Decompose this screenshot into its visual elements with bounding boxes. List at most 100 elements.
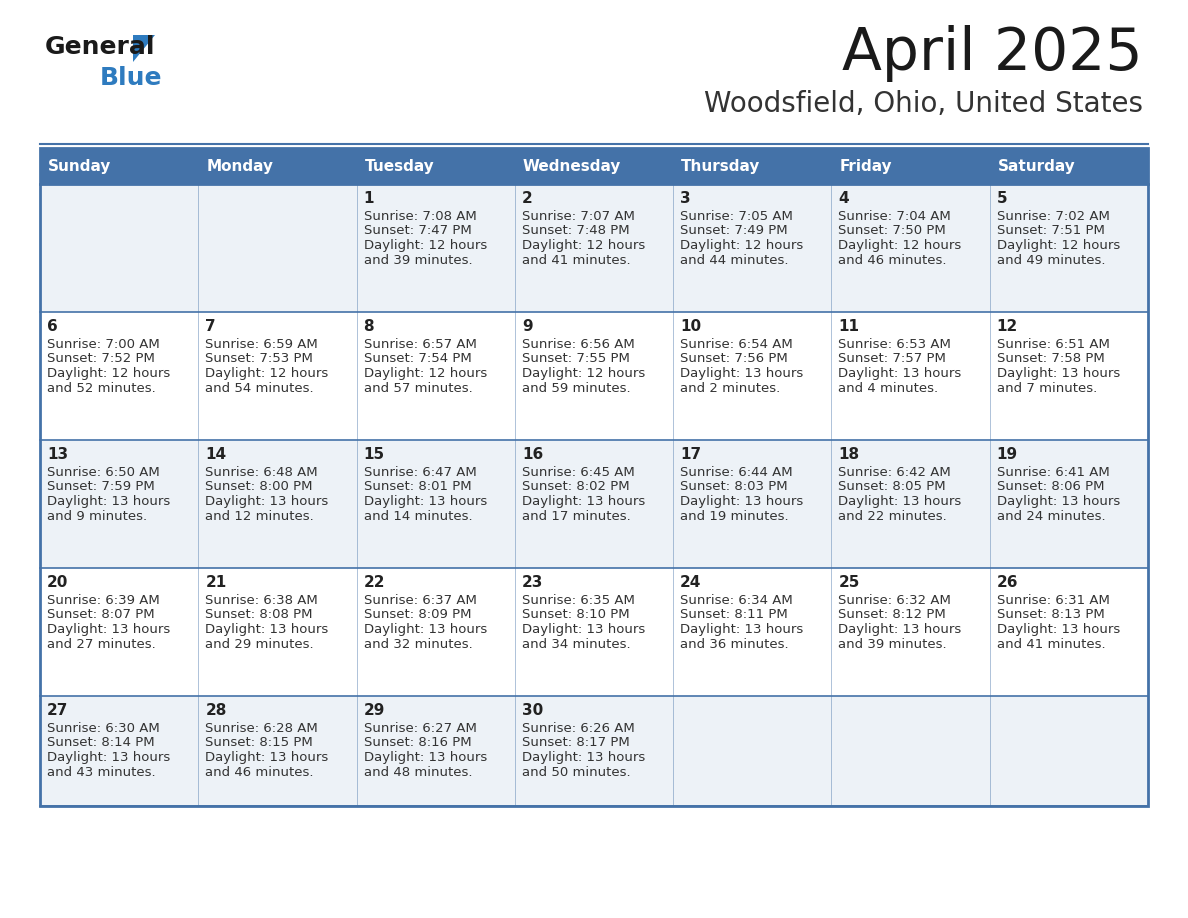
Bar [674, 312, 832, 440]
Text: 25: 25 [839, 575, 860, 590]
Text: and 34 minutes.: and 34 minutes. [522, 637, 631, 651]
Text: Daylight: 12 hours: Daylight: 12 hours [522, 367, 645, 380]
Bar [832, 440, 990, 568]
Text: and 4 minutes.: and 4 minutes. [839, 382, 939, 395]
Bar [198, 568, 356, 696]
Text: Sunrise: 6:59 AM: Sunrise: 6:59 AM [206, 338, 318, 351]
Bar [40, 312, 198, 440]
Text: 29: 29 [364, 703, 385, 718]
Text: Daylight: 13 hours: Daylight: 13 hours [522, 495, 645, 508]
Text: Sunrise: 6:35 AM: Sunrise: 6:35 AM [522, 594, 634, 607]
Text: Daylight: 13 hours: Daylight: 13 hours [839, 495, 961, 508]
Text: Daylight: 13 hours: Daylight: 13 hours [364, 623, 487, 636]
Bar [356, 696, 514, 806]
Text: Daylight: 12 hours: Daylight: 12 hours [681, 239, 803, 252]
Bar [832, 184, 990, 312]
Text: Sunrise: 6:26 AM: Sunrise: 6:26 AM [522, 722, 634, 735]
Bar [832, 696, 990, 806]
Text: and 44 minutes.: and 44 minutes. [681, 253, 789, 266]
Text: 12: 12 [997, 319, 1018, 334]
Text: 27: 27 [48, 703, 69, 718]
Bar [40, 148, 1148, 806]
Text: Sunrise: 6:53 AM: Sunrise: 6:53 AM [839, 338, 952, 351]
Text: Daylight: 13 hours: Daylight: 13 hours [839, 367, 961, 380]
Bar [514, 184, 674, 312]
Text: Sunrise: 7:02 AM: Sunrise: 7:02 AM [997, 210, 1110, 223]
Text: and 24 minutes.: and 24 minutes. [997, 509, 1105, 522]
Text: Sunrise: 6:54 AM: Sunrise: 6:54 AM [681, 338, 792, 351]
Text: 20: 20 [48, 575, 69, 590]
Text: and 46 minutes.: and 46 minutes. [839, 253, 947, 266]
Text: and 14 minutes.: and 14 minutes. [364, 509, 472, 522]
Text: and 22 minutes.: and 22 minutes. [839, 509, 947, 522]
Text: Sunrise: 6:45 AM: Sunrise: 6:45 AM [522, 466, 634, 479]
Text: Sunset: 7:54 PM: Sunset: 7:54 PM [364, 353, 472, 365]
Text: Thursday: Thursday [681, 159, 760, 174]
Bar [198, 696, 356, 806]
Text: Sunrise: 6:47 AM: Sunrise: 6:47 AM [364, 466, 476, 479]
Bar [356, 312, 514, 440]
Text: Daylight: 13 hours: Daylight: 13 hours [681, 623, 803, 636]
Bar [40, 568, 198, 696]
Text: Sunrise: 7:07 AM: Sunrise: 7:07 AM [522, 210, 634, 223]
Text: 9: 9 [522, 319, 532, 334]
Text: 16: 16 [522, 447, 543, 462]
Text: 13: 13 [48, 447, 68, 462]
Text: and 27 minutes.: and 27 minutes. [48, 637, 156, 651]
Text: and 43 minutes.: and 43 minutes. [48, 766, 156, 778]
Text: Sunrise: 6:30 AM: Sunrise: 6:30 AM [48, 722, 159, 735]
Text: Sunset: 8:05 PM: Sunset: 8:05 PM [839, 480, 946, 494]
Text: Sunset: 7:59 PM: Sunset: 7:59 PM [48, 480, 154, 494]
Text: 14: 14 [206, 447, 227, 462]
Text: and 41 minutes.: and 41 minutes. [997, 637, 1105, 651]
Text: 23: 23 [522, 575, 543, 590]
Text: Sunset: 8:00 PM: Sunset: 8:00 PM [206, 480, 312, 494]
Text: Sunrise: 6:27 AM: Sunrise: 6:27 AM [364, 722, 476, 735]
Text: Sunrise: 6:42 AM: Sunrise: 6:42 AM [839, 466, 952, 479]
Bar [990, 568, 1148, 696]
Text: 3: 3 [681, 191, 690, 206]
Text: Sunset: 7:56 PM: Sunset: 7:56 PM [681, 353, 788, 365]
Text: Daylight: 12 hours: Daylight: 12 hours [522, 239, 645, 252]
Text: Sunrise: 6:41 AM: Sunrise: 6:41 AM [997, 466, 1110, 479]
Bar [990, 184, 1148, 312]
Text: Sunrise: 6:37 AM: Sunrise: 6:37 AM [364, 594, 476, 607]
Text: and 7 minutes.: and 7 minutes. [997, 382, 1097, 395]
Text: Sunrise: 6:57 AM: Sunrise: 6:57 AM [364, 338, 476, 351]
Text: Sunset: 8:10 PM: Sunset: 8:10 PM [522, 609, 630, 621]
Text: 26: 26 [997, 575, 1018, 590]
Text: Daylight: 13 hours: Daylight: 13 hours [206, 623, 329, 636]
Text: Sunrise: 6:48 AM: Sunrise: 6:48 AM [206, 466, 318, 479]
Text: Sunset: 8:06 PM: Sunset: 8:06 PM [997, 480, 1104, 494]
Bar [990, 696, 1148, 806]
Text: 10: 10 [681, 319, 701, 334]
Bar [40, 148, 1148, 184]
Text: 4: 4 [839, 191, 849, 206]
Text: Daylight: 12 hours: Daylight: 12 hours [364, 367, 487, 380]
Text: Daylight: 13 hours: Daylight: 13 hours [48, 495, 170, 508]
Bar [674, 440, 832, 568]
Text: and 49 minutes.: and 49 minutes. [997, 253, 1105, 266]
Text: Sunrise: 6:50 AM: Sunrise: 6:50 AM [48, 466, 159, 479]
Bar [674, 184, 832, 312]
Text: Tuesday: Tuesday [365, 159, 435, 174]
Text: Sunrise: 7:00 AM: Sunrise: 7:00 AM [48, 338, 159, 351]
Text: and 29 minutes.: and 29 minutes. [206, 637, 314, 651]
Text: 18: 18 [839, 447, 860, 462]
Text: Wednesday: Wednesday [523, 159, 621, 174]
Bar [832, 568, 990, 696]
Text: Sunday: Sunday [48, 159, 112, 174]
Text: Sunrise: 7:05 AM: Sunrise: 7:05 AM [681, 210, 794, 223]
Bar [514, 440, 674, 568]
Text: and 19 minutes.: and 19 minutes. [681, 509, 789, 522]
Text: Daylight: 13 hours: Daylight: 13 hours [206, 751, 329, 764]
Text: Daylight: 12 hours: Daylight: 12 hours [48, 367, 170, 380]
Text: Sunrise: 6:34 AM: Sunrise: 6:34 AM [681, 594, 792, 607]
Text: 24: 24 [681, 575, 702, 590]
Text: and 59 minutes.: and 59 minutes. [522, 382, 631, 395]
Text: and 17 minutes.: and 17 minutes. [522, 509, 631, 522]
Text: Sunrise: 6:56 AM: Sunrise: 6:56 AM [522, 338, 634, 351]
Text: Sunset: 7:51 PM: Sunset: 7:51 PM [997, 225, 1105, 238]
Text: Daylight: 13 hours: Daylight: 13 hours [681, 495, 803, 508]
Text: Sunrise: 6:28 AM: Sunrise: 6:28 AM [206, 722, 318, 735]
